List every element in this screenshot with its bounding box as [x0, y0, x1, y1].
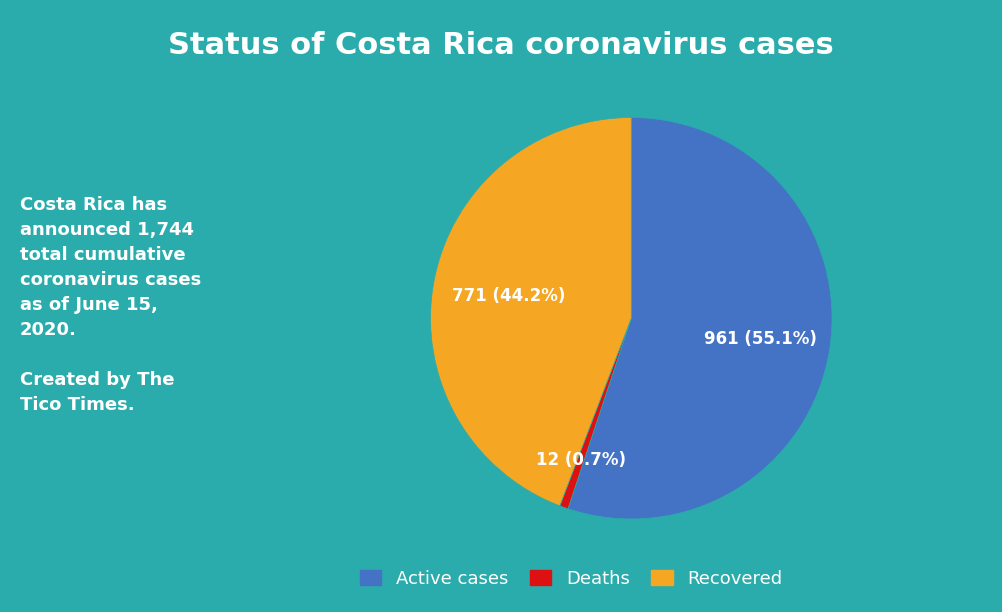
Wedge shape: [560, 318, 631, 509]
Text: 12 (0.7%): 12 (0.7%): [536, 451, 625, 469]
Text: 771 (44.2%): 771 (44.2%): [452, 286, 565, 305]
Legend: Active cases, Deaths, Recovered: Active cases, Deaths, Recovered: [351, 561, 792, 597]
Text: Status of Costa Rica coronavirus cases: Status of Costa Rica coronavirus cases: [168, 31, 834, 59]
Wedge shape: [431, 118, 631, 506]
Text: 961 (55.1%): 961 (55.1%): [703, 330, 817, 348]
Text: Costa Rica has
announced 1,744
total cumulative
coronavirus cases
as of June 15,: Costa Rica has announced 1,744 total cum…: [20, 196, 201, 414]
Wedge shape: [568, 118, 832, 519]
